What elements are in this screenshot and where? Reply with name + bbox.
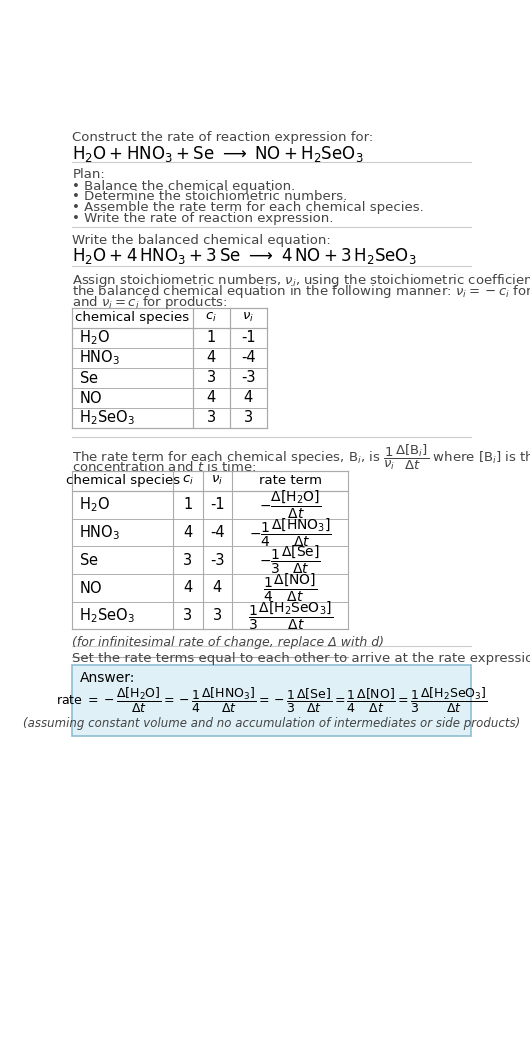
Text: The rate term for each chemical species, $\mathrm{B}_i$, is $\dfrac{1}{\nu_i}\df: The rate term for each chemical species,… bbox=[73, 443, 530, 472]
Text: $\mathrm{Se}$: $\mathrm{Se}$ bbox=[78, 370, 98, 386]
Text: -3: -3 bbox=[210, 552, 225, 568]
Text: 4: 4 bbox=[183, 580, 192, 595]
Text: (for infinitesimal rate of change, replace Δ with d): (for infinitesimal rate of change, repla… bbox=[73, 636, 384, 648]
Text: $\mathrm{HNO_3}$: $\mathrm{HNO_3}$ bbox=[78, 348, 120, 367]
Text: rate $= -\dfrac{\Delta[\mathrm{H_2O}]}{\Delta t} = -\dfrac{1}{4}\dfrac{\Delta[\m: rate $= -\dfrac{\Delta[\mathrm{H_2O}]}{\… bbox=[56, 686, 488, 715]
Text: -4: -4 bbox=[210, 525, 225, 540]
Text: 4: 4 bbox=[207, 350, 216, 365]
Text: $\nu_i$: $\nu_i$ bbox=[242, 311, 254, 324]
Text: -1: -1 bbox=[210, 497, 225, 513]
Text: the balanced chemical equation in the following manner: $\nu_i = -c_i$ for react: the balanced chemical equation in the fo… bbox=[73, 282, 530, 300]
Text: 1: 1 bbox=[207, 330, 216, 345]
Text: 3: 3 bbox=[207, 411, 216, 425]
Text: 3: 3 bbox=[244, 411, 253, 425]
Text: $\mathrm{H_2SeO_3}$: $\mathrm{H_2SeO_3}$ bbox=[78, 408, 134, 427]
Text: 4: 4 bbox=[183, 525, 192, 540]
Text: $\mathrm{HNO_3}$: $\mathrm{HNO_3}$ bbox=[78, 523, 120, 542]
Text: $-\dfrac{1}{3}\dfrac{\Delta[\mathrm{Se}]}{\Delta t}$: $-\dfrac{1}{3}\dfrac{\Delta[\mathrm{Se}]… bbox=[259, 544, 321, 576]
Text: $\mathrm{H_2SeO_3}$: $\mathrm{H_2SeO_3}$ bbox=[78, 606, 134, 625]
Text: Construct the rate of reaction expression for:: Construct the rate of reaction expressio… bbox=[73, 131, 374, 144]
Text: $c_i$: $c_i$ bbox=[182, 474, 194, 488]
Text: concentration and $t$ is time:: concentration and $t$ is time: bbox=[73, 460, 257, 474]
Text: • Determine the stoichiometric numbers.: • Determine the stoichiometric numbers. bbox=[73, 191, 348, 203]
Text: 4: 4 bbox=[213, 580, 222, 595]
Text: rate term: rate term bbox=[259, 474, 322, 488]
Text: chemical species: chemical species bbox=[66, 474, 180, 488]
Text: 3: 3 bbox=[207, 370, 216, 386]
FancyBboxPatch shape bbox=[73, 665, 471, 736]
Text: $-\dfrac{\Delta[\mathrm{H_2O}]}{\Delta t}$: $-\dfrac{\Delta[\mathrm{H_2O}]}{\Delta t… bbox=[259, 489, 321, 521]
Text: $\mathrm{NO}$: $\mathrm{NO}$ bbox=[78, 579, 102, 596]
Text: • Assemble the rate term for each chemical species.: • Assemble the rate term for each chemic… bbox=[73, 201, 424, 215]
Text: $\mathrm{NO}$: $\mathrm{NO}$ bbox=[78, 390, 102, 405]
Text: $\mathrm{H_2O + HNO_3 + Se \ \longrightarrow \ NO + H_2SeO_3}$: $\mathrm{H_2O + HNO_3 + Se \ \longrighta… bbox=[73, 144, 364, 164]
Text: • Write the rate of reaction expression.: • Write the rate of reaction expression. bbox=[73, 213, 334, 225]
Text: $\nu_i$: $\nu_i$ bbox=[211, 474, 223, 488]
Text: • Balance the chemical equation.: • Balance the chemical equation. bbox=[73, 179, 296, 193]
Text: $-\dfrac{1}{4}\dfrac{\Delta[\mathrm{HNO_3}]}{\Delta t}$: $-\dfrac{1}{4}\dfrac{\Delta[\mathrm{HNO_… bbox=[249, 516, 332, 548]
Text: -3: -3 bbox=[241, 370, 255, 386]
Text: $c_i$: $c_i$ bbox=[205, 311, 217, 324]
Text: Write the balanced chemical equation:: Write the balanced chemical equation: bbox=[73, 233, 331, 247]
Text: $\mathrm{H_2O + 4\,HNO_3 + 3\,Se \ \longrightarrow \ 4\,NO + 3\,H_2SeO_3}$: $\mathrm{H_2O + 4\,HNO_3 + 3\,Se \ \long… bbox=[73, 246, 417, 266]
Text: 4: 4 bbox=[244, 390, 253, 405]
Text: 3: 3 bbox=[183, 609, 192, 623]
Text: $\mathrm{Se}$: $\mathrm{Se}$ bbox=[78, 552, 98, 568]
Text: Answer:: Answer: bbox=[80, 671, 136, 685]
Text: Assign stoichiometric numbers, $\nu_i$, using the stoichiometric coefficients, $: Assign stoichiometric numbers, $\nu_i$, … bbox=[73, 272, 530, 289]
Text: and $\nu_i = c_i$ for products:: and $\nu_i = c_i$ for products: bbox=[73, 294, 228, 311]
Text: $\mathrm{H_2O}$: $\mathrm{H_2O}$ bbox=[78, 495, 110, 514]
Text: 1: 1 bbox=[183, 497, 192, 513]
Text: $\mathrm{H_2O}$: $\mathrm{H_2O}$ bbox=[78, 328, 110, 347]
Text: 3: 3 bbox=[213, 609, 222, 623]
Text: 4: 4 bbox=[207, 390, 216, 405]
Text: $\dfrac{1}{3}\dfrac{\Delta[\mathrm{H_2SeO_3}]}{\Delta t}$: $\dfrac{1}{3}\dfrac{\Delta[\mathrm{H_2Se… bbox=[248, 599, 333, 631]
Text: chemical species: chemical species bbox=[75, 312, 190, 324]
Text: Set the rate terms equal to each other to arrive at the rate expression:: Set the rate terms equal to each other t… bbox=[73, 652, 530, 666]
Text: 3: 3 bbox=[183, 552, 192, 568]
Text: Plan:: Plan: bbox=[73, 168, 105, 181]
Text: -1: -1 bbox=[241, 330, 255, 345]
Text: $\dfrac{1}{4}\dfrac{\Delta[\mathrm{NO}]}{\Delta t}$: $\dfrac{1}{4}\dfrac{\Delta[\mathrm{NO}]}… bbox=[263, 572, 317, 604]
Text: (assuming constant volume and no accumulation of intermediates or side products): (assuming constant volume and no accumul… bbox=[23, 717, 520, 730]
Text: -4: -4 bbox=[241, 350, 255, 365]
